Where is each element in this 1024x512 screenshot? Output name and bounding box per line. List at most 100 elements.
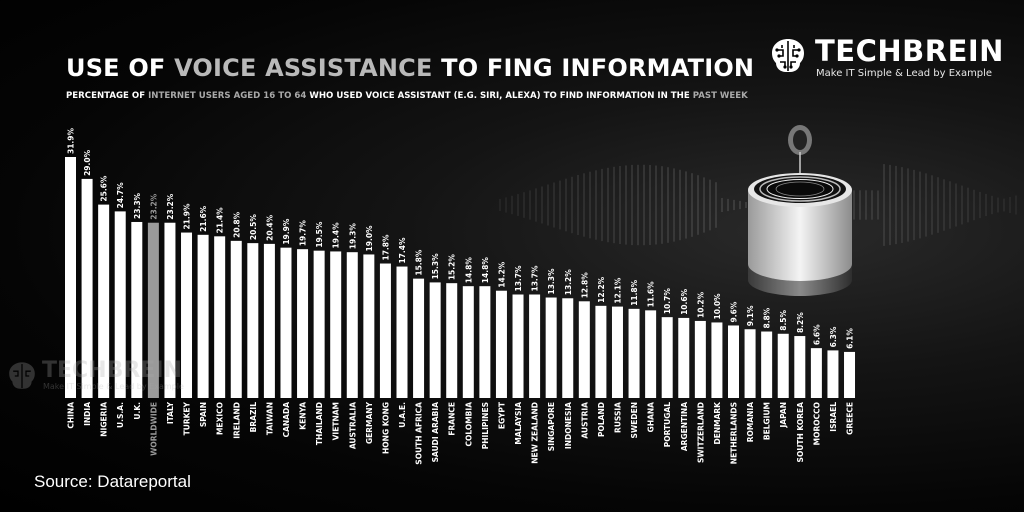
category-label: AUSTRIA — [580, 402, 589, 439]
value-label: 10.7% — [663, 288, 672, 315]
bar-israel — [827, 350, 839, 398]
bar-india — [81, 178, 93, 398]
bar-indonesia — [562, 298, 574, 398]
category-label: SWITZERLAND — [696, 402, 705, 463]
value-label: 6.6% — [812, 324, 821, 345]
category-label: HONG KONG — [381, 402, 390, 454]
bar-turkey — [181, 232, 193, 398]
value-label: 8.2% — [796, 312, 805, 333]
bar-new-zealand — [529, 294, 541, 398]
category-label: ITALY — [166, 401, 175, 424]
value-label: 17.8% — [381, 234, 390, 261]
category-label: RUSSIA — [613, 402, 622, 433]
category-label: VIETNAM — [332, 402, 341, 440]
value-label: 21.9% — [183, 203, 192, 230]
category-label: AUSTRALIA — [348, 402, 357, 449]
bar-denmark — [711, 322, 723, 398]
bar-greece — [844, 351, 856, 398]
value-label: 6.1% — [846, 328, 855, 349]
value-label: 11.8% — [630, 279, 639, 306]
value-label: 19.3% — [348, 223, 357, 250]
category-labels: CHINA INDIA NIGERIA U.S.A. U.K. WORLDWIDE ITAL… — [67, 401, 855, 465]
category-label: SPAIN — [199, 402, 208, 427]
bar-malaysia — [512, 294, 524, 398]
bar-japan — [777, 333, 789, 398]
bar-argentina — [678, 317, 690, 398]
category-label: GERMANY — [365, 401, 374, 444]
bar-u-s-a — [114, 211, 126, 398]
bar-colombia — [462, 286, 474, 398]
value-label: 19.7% — [299, 220, 308, 247]
category-label: U.S.A. — [116, 402, 125, 428]
category-label: GHANA — [647, 402, 656, 433]
category-label: FRANCE — [448, 402, 457, 436]
bar-australia — [346, 252, 358, 398]
bar-netherlands — [728, 325, 739, 398]
bar-poland — [595, 305, 607, 398]
value-labels: 31.9% 29.0% 25.6% 24.7% 23.3% 23.2% 23.2% 21.9%… — [67, 127, 855, 348]
value-label: 9.6% — [730, 301, 739, 322]
page-title: USE OF VOICE ASSISTANCE TO FING INFORMAT… — [66, 54, 755, 82]
value-label: 24.7% — [116, 182, 125, 209]
bar-u-k — [131, 221, 143, 398]
category-label: CHINA — [67, 402, 76, 429]
category-label: TURKEY — [183, 401, 192, 435]
category-label: PORTUGAL — [663, 402, 672, 447]
category-label: MEXICO — [216, 402, 225, 435]
value-label: 20.8% — [232, 211, 241, 238]
value-label: 31.9% — [67, 127, 76, 154]
value-label: 20.4% — [265, 214, 274, 241]
watermark-brand: TECHBREIN — [42, 358, 182, 383]
value-label: 19.4% — [332, 222, 341, 249]
bar-france — [446, 283, 458, 398]
bar-south-africa — [413, 278, 425, 398]
value-label: 23.2% — [149, 193, 158, 220]
category-label: GREECE — [846, 402, 855, 435]
category-label: TAIWAN — [265, 402, 274, 435]
value-label: 21.4% — [216, 207, 225, 234]
brand-tagline: Make IT Simple & Lead by Example — [816, 68, 993, 79]
brand-name: TECHBREIN — [815, 34, 1004, 68]
bar-u-a-e — [396, 266, 408, 398]
value-label: 10.2% — [696, 291, 705, 318]
category-label: BRAZIL — [249, 402, 258, 433]
value-label: 19.5% — [315, 221, 324, 248]
category-label: ROMANIA — [746, 402, 755, 442]
bar-series — [65, 157, 856, 398]
category-label: NETHERLANDS — [730, 402, 739, 464]
value-label: 20.5% — [249, 214, 258, 241]
category-label: NEW ZEALAND — [531, 402, 540, 464]
bar-egypt — [495, 290, 507, 398]
value-label: 13.7% — [531, 265, 540, 292]
source-note: Source: Datareportal — [34, 472, 191, 491]
category-label: SOUTH KOREA — [796, 402, 805, 463]
bar-spain — [197, 234, 209, 398]
category-label: BELGIUM — [763, 402, 772, 440]
value-label: 19.0% — [365, 225, 374, 252]
bar-brazil — [247, 243, 259, 398]
category-label: MOROCCO — [812, 402, 821, 445]
bar-italy — [164, 222, 176, 398]
bar-switzerland — [694, 320, 706, 398]
value-label: 15.8% — [415, 249, 424, 276]
value-label: 13.3% — [547, 268, 556, 295]
value-label: 6.3% — [829, 326, 838, 347]
value-label: 14.8% — [481, 257, 490, 284]
page-subtitle: PERCENTAGE OF INTERNET USERS AGED 16 TO … — [66, 91, 748, 101]
bar-ireland — [230, 240, 242, 398]
bar-russia — [611, 306, 623, 398]
value-label: 8.5% — [779, 309, 788, 330]
bar-germany — [363, 254, 375, 398]
bar-romania — [744, 329, 756, 398]
brand-logo: TECHBREIN Make IT Simple & Lead by Examp… — [768, 34, 1003, 80]
value-label: 9.1% — [746, 305, 755, 326]
bar-canada — [280, 247, 292, 398]
bar-ghana — [645, 310, 657, 398]
watermark-tagline: Make IT Simple & Lead by Example — [43, 382, 184, 391]
value-label: 10.6% — [680, 288, 689, 315]
smart-speaker-illustration — [748, 125, 852, 296]
bar-saudi-arabia — [429, 282, 441, 398]
category-label: SWEDEN — [630, 402, 639, 438]
value-label: 19.9% — [282, 218, 291, 245]
bar-worldwide — [147, 222, 159, 398]
